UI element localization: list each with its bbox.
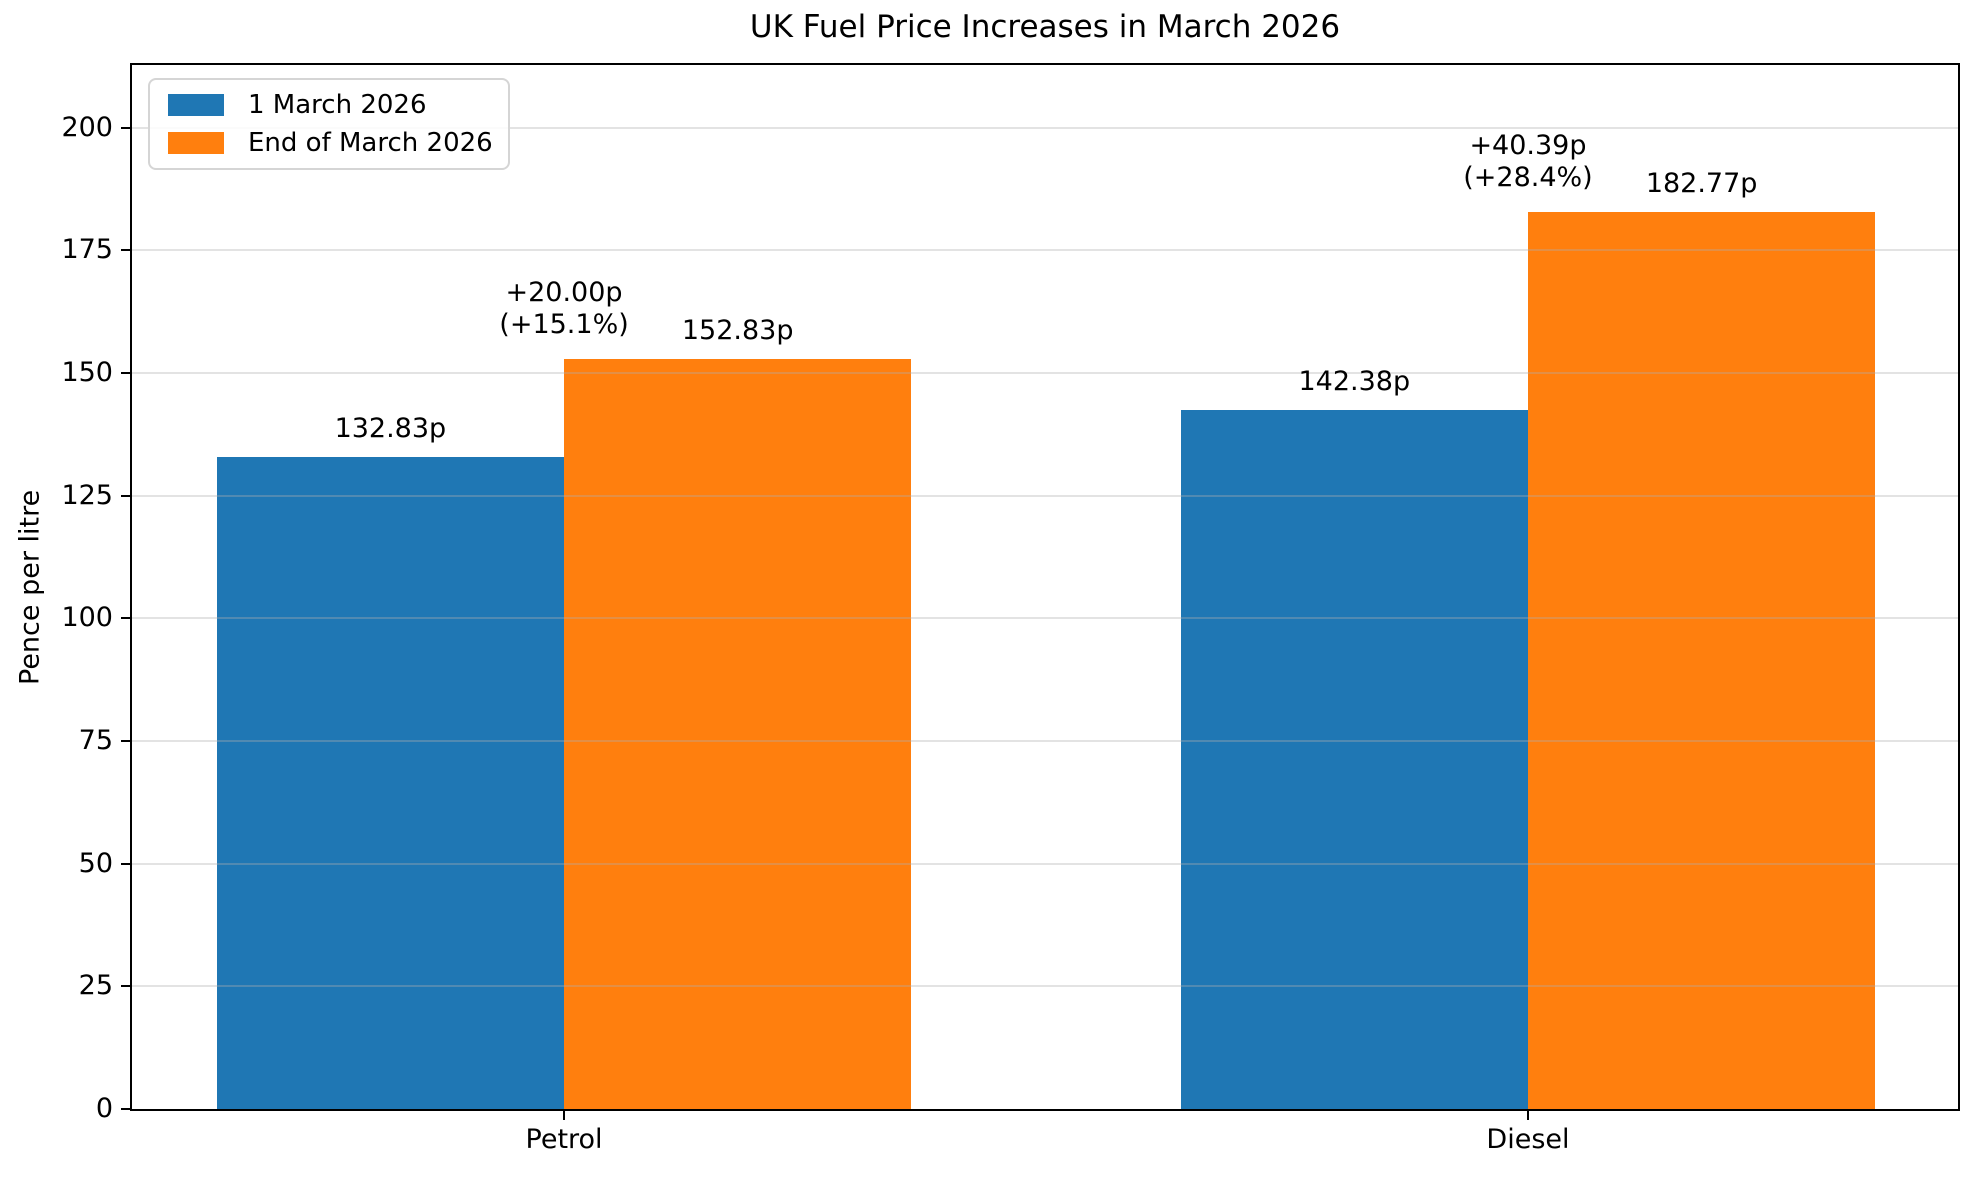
- y-tick-label: 100: [61, 602, 113, 634]
- legend-label: 1 March 2026: [248, 89, 427, 120]
- x-tick-label-diesel: Diesel: [1486, 1124, 1570, 1155]
- y-tick-label: 75: [78, 725, 113, 757]
- gridline: [132, 617, 1958, 620]
- bar-petrol-series-1: [564, 359, 912, 1109]
- y-tick-mark: [121, 862, 132, 865]
- gridline: [132, 372, 1958, 375]
- bar-diesel-series-1: [1527, 212, 1876, 1109]
- y-tick-mark: [121, 1108, 132, 1110]
- chart-title: UK Fuel Price Increases in March 2026: [749, 9, 1341, 45]
- gridline: [132, 740, 1958, 743]
- y-tick-mark: [121, 985, 132, 988]
- gridline: [132, 494, 1958, 497]
- x-tick-mark: [563, 1109, 566, 1120]
- y-tick-mark: [121, 126, 132, 129]
- y-tick-mark: [121, 617, 132, 620]
- y-tick-label: 200: [61, 111, 113, 143]
- gridline: [132, 862, 1958, 865]
- legend-item: End of March 2026: [168, 129, 508, 157]
- gridline: [132, 126, 1958, 129]
- legend-swatch-series-0: [168, 93, 224, 116]
- bar-value-label: 182.77p: [1645, 168, 1758, 200]
- plot-area: 0 25 50 75 100 125 150 175 200 Petrol Diesel 132.83…: [61, 63, 1960, 1154]
- y-tick-mark: [121, 740, 132, 743]
- annotation-line2: (+15.1%): [499, 309, 629, 341]
- bar-petrol-series-0: [216, 457, 565, 1109]
- y-tick-label: 175: [61, 234, 113, 266]
- bar-value-label: 132.83p: [334, 413, 447, 445]
- gridline: [132, 985, 1958, 988]
- gridline: [132, 249, 1958, 252]
- annotation-line1: +20.00p: [505, 277, 623, 309]
- y-tick-mark: [121, 372, 132, 375]
- y-tick-label: 150: [61, 357, 113, 389]
- x-tick-label-petrol: Petrol: [525, 1124, 603, 1155]
- legend: 1 March 2026 End of March 2026: [148, 78, 510, 170]
- legend-label: End of March 2026: [248, 128, 493, 159]
- increase-annotation-diesel: +40.39p (+28.4%): [1463, 130, 1592, 194]
- y-axis-label: Pence per litre: [14, 489, 46, 685]
- legend-swatch-series-1: [168, 132, 224, 155]
- bar-value-label: 142.38p: [1298, 366, 1411, 398]
- annotation-line1: +40.39p: [1469, 130, 1587, 162]
- y-tick-mark: [121, 249, 132, 252]
- bar-value-label: 152.83p: [681, 315, 794, 347]
- legend-item: 1 March 2026: [168, 91, 508, 119]
- x-tick-mark: [1526, 1109, 1529, 1120]
- bar-diesel-series-0: [1180, 410, 1528, 1109]
- increase-annotation-petrol: +20.00p (+15.1%): [499, 277, 628, 341]
- y-tick-label: 125: [61, 479, 113, 511]
- annotation-line2: (+28.4%): [1463, 162, 1593, 194]
- y-tick-label: 25: [78, 970, 113, 1002]
- y-tick-mark: [121, 494, 132, 497]
- y-tick-label: 50: [78, 847, 113, 879]
- y-tick-label: 0: [95, 1093, 113, 1124]
